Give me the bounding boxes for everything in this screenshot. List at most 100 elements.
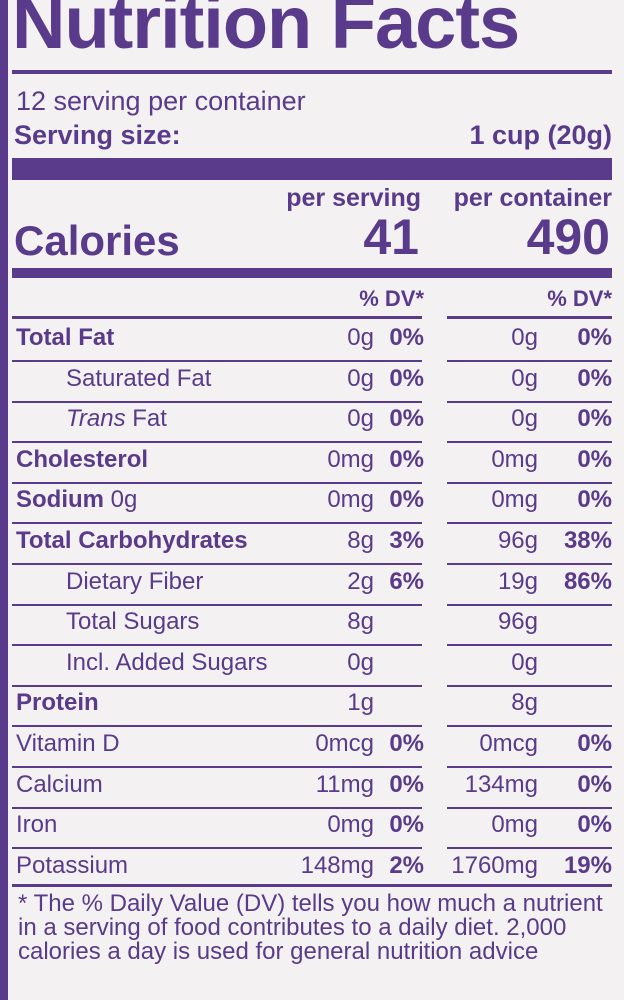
nutrient-name-text: Iron [16,811,58,838]
amount-per-serving: 0g [347,649,374,676]
nutrient-name: Total Fat [16,326,114,350]
nutrient-name-text: Protein [16,689,99,716]
row-separator [12,847,422,849]
amount-per-serving: 11mg [315,771,374,798]
row-separator [447,807,612,809]
amount-per-container: 1760mg [451,852,538,879]
nutrient-name-text: Total Sugars [66,608,200,635]
amount-per-serving: 0mcg [315,730,374,757]
row-separator [447,685,612,687]
nutrient-name: Protein [16,691,99,715]
amount-per-container: 0g [511,324,538,351]
dv-per-container: 0% [577,811,612,838]
amount-per-container: 96g [497,608,538,635]
amount-per-serving: 148mg [300,852,374,879]
nutrient-name-text: Saturated Fat [66,365,212,392]
amount-per-container: 0g [511,405,538,432]
dv-per-container: 0% [577,486,612,513]
serving-size-value: 1 cup (20g) [469,120,612,150]
nutrient-name-text: Sodium [16,486,104,513]
row-separator [12,725,422,727]
nutrient-name-text: Total Carbohydrates [16,527,248,554]
row-separator [447,522,612,524]
row-separator [12,563,422,565]
dv-per-container: 38% [563,527,612,554]
nutrient-name: Vitamin D [16,732,120,756]
calories-per-container: 490 [526,209,610,265]
calories-label: Calories [14,217,180,264]
row-separator [12,522,422,524]
dv-per-container: 0% [577,324,612,351]
row-separator [447,644,612,646]
row-separator [447,604,612,606]
amount-per-serving: 0mg [327,811,374,838]
footnote: * The % Daily Value (DV) tells you how m… [18,890,603,965]
dv-per-serving: 0% [389,486,424,513]
dv-per-serving: 0% [389,730,424,757]
nutrient-name: Total Sugars [66,610,199,634]
dv-per-serving: 0% [389,324,424,351]
nutrient-name: Potassium [16,854,128,878]
servings-per-container: 12 serving per container [16,86,306,116]
amount-per-container: 19g [497,568,538,595]
nutrient-name-text: Potassium [16,852,129,879]
amount-per-serving: 0g [347,405,374,432]
amount-per-container: 0g [511,649,538,676]
dv-per-serving: 0% [389,771,424,798]
dv-per-serving: 0% [389,365,424,392]
row-separator [12,766,422,768]
per-serving-label: per serving [286,184,421,212]
nutrient-name: Cholesterol [16,448,148,472]
amount-per-serving: 2g [347,568,374,595]
row-separator [12,360,422,362]
amount-per-container: 0g [511,365,538,392]
amount-per-serving: 0mg [327,486,374,513]
nutrient-name-text: Total Fat [16,324,115,351]
amount-per-container: 96g [497,527,538,554]
serving-size-label: Serving size: [14,120,181,150]
nutrient-name-text: Dietary Fiber [66,568,204,595]
nutrient-name-text: Vitamin D [16,730,120,757]
row-separator [447,360,612,362]
row-separator [12,441,422,443]
nutrient-name-text: Incl. Added Sugars [66,649,268,676]
nutrient-name-text: Calcium [16,771,103,798]
nutrient-name: Incl. Added Sugars [66,651,267,675]
nutrient-name-italic: Trans [66,405,126,432]
row-separator [12,604,422,606]
amount-per-serving: 8g [347,608,374,635]
nutrient-name: Sodium 0g [16,488,137,512]
amount-per-container: 8g [511,689,538,716]
row-separator [447,563,612,565]
row-separator [12,644,422,646]
row-separator [447,725,612,727]
dv-per-serving: 0% [389,446,424,473]
dv-per-container: 0% [577,405,612,432]
calories-per-serving: 41 [363,209,419,265]
nutrient-name-suffix: 0g [104,486,138,513]
thick-rule-calories [12,268,612,278]
dv-per-container: 86% [563,568,612,595]
amount-per-serving: 0g [347,324,374,351]
row-separator [447,766,612,768]
row-separator [447,401,612,403]
dv-per-serving: 0% [389,811,424,838]
dv-per-serving: 6% [389,568,424,595]
nutrient-name: Dietary Fiber [66,570,203,594]
amount-per-container: 134mg [464,771,538,798]
title-rule [12,70,612,74]
dv-per-container: 0% [577,446,612,473]
row-separator [447,441,612,443]
dv-per-container: 0% [577,730,612,757]
nutrient-name: Iron [16,813,57,837]
row-separator [12,685,422,687]
nutrient-name: Calcium [16,773,103,797]
amount-per-container: 0mg [491,811,538,838]
nutrient-name: Total Carbohydrates [16,529,248,553]
row-separator [12,401,422,403]
dv-per-serving: 3% [389,527,424,554]
dv-header-rule-a [12,316,422,319]
amount-per-serving: 0mg [327,446,374,473]
amount-per-serving: 0g [347,365,374,392]
